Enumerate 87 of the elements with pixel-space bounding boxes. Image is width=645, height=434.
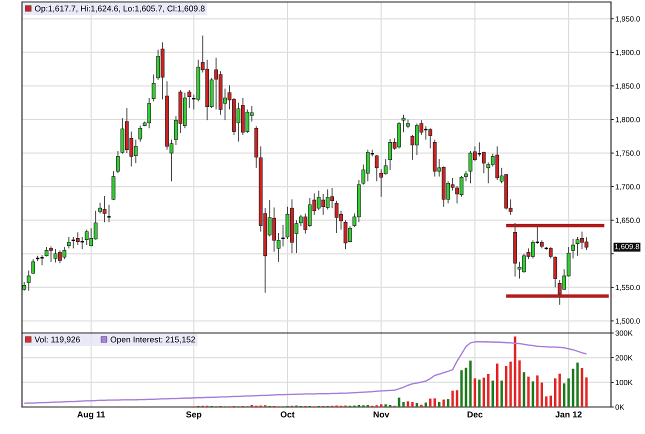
bar — [567, 378, 570, 407]
candlestick — [423, 126, 428, 140]
x-tick-label: Aug 11 — [77, 411, 106, 420]
candlestick — [116, 150, 120, 174]
x-tick-label: Nov — [374, 411, 390, 418]
bar — [532, 381, 534, 407]
bar — [536, 375, 539, 407]
candlestick — [134, 139, 138, 164]
bar — [474, 378, 476, 407]
bar — [380, 404, 382, 407]
bar — [406, 401, 410, 407]
bar — [554, 378, 556, 407]
bar — [572, 368, 574, 407]
bar — [509, 362, 512, 407]
bar — [518, 360, 521, 407]
candlestick — [26, 270, 31, 292]
x-tick-label: Jan 12 — [555, 411, 582, 418]
bar — [504, 366, 508, 407]
candlestick — [384, 158, 388, 176]
candlestick — [187, 89, 192, 109]
bar — [384, 404, 387, 407]
bar — [438, 402, 440, 407]
candlestick — [70, 236, 76, 249]
bar — [545, 396, 548, 407]
candlestick — [80, 236, 85, 250]
candlestick — [326, 188, 330, 210]
bar — [558, 374, 561, 407]
candlestick — [316, 190, 321, 211]
candlestick — [402, 114, 406, 133]
bar — [446, 399, 450, 407]
candlestick — [379, 168, 384, 198]
candlestick — [76, 232, 80, 246]
bar — [482, 378, 486, 407]
bar — [424, 402, 428, 407]
candlestick — [31, 258, 36, 274]
bar — [429, 398, 432, 407]
candlestick — [388, 138, 392, 170]
candlestick — [152, 74, 156, 102]
candlestick — [321, 194, 326, 216]
candlestick — [308, 198, 312, 228]
candlestick — [571, 238, 575, 259]
legend-label: Vol: 119,926 — [34, 336, 80, 344]
bar — [478, 380, 481, 407]
candlestick — [464, 170, 468, 182]
candlestick — [138, 125, 142, 142]
candlestick — [191, 94, 196, 110]
x-tick-label: Oct — [280, 411, 295, 418]
legend-label: Open Interest: 215,152 — [110, 336, 196, 344]
bar — [500, 380, 503, 407]
bar — [451, 390, 454, 407]
candlestick — [374, 154, 379, 182]
candlestick — [245, 108, 250, 134]
bar — [550, 396, 552, 407]
bar — [416, 403, 418, 407]
bar — [562, 383, 566, 407]
candlestick — [482, 151, 486, 174]
bar — [411, 402, 414, 407]
candlestick — [84, 229, 89, 246]
candlestick — [495, 146, 500, 180]
candlestick — [553, 256, 558, 288]
candlestick — [558, 279, 562, 306]
bar — [398, 398, 400, 407]
bar — [585, 377, 588, 407]
bar — [496, 364, 498, 407]
bar — [576, 362, 579, 407]
candlestick — [66, 236, 71, 249]
bar — [469, 360, 472, 407]
candlestick — [366, 149, 370, 182]
bar — [540, 382, 544, 407]
bar — [527, 376, 530, 407]
candlestick — [112, 170, 116, 201]
x-tick-label: Dec — [468, 411, 483, 418]
candlestick — [147, 98, 152, 129]
bar — [514, 336, 516, 407]
candlestick — [280, 224, 286, 247]
bar — [487, 374, 490, 407]
bar — [492, 380, 494, 407]
x-tick-label: Sep — [186, 411, 202, 420]
candlestick — [106, 204, 112, 223]
bar — [442, 400, 445, 407]
candlestick — [476, 142, 482, 157]
candlestick — [548, 246, 553, 259]
bar — [456, 390, 458, 407]
candlestick — [40, 254, 44, 266]
bar — [434, 398, 436, 407]
legend-label: Op:1,617.7, Hi:1,624.6, Lo:1,605.7, Cl:1,609.8 — [34, 5, 205, 14]
candlestick — [428, 128, 432, 149]
